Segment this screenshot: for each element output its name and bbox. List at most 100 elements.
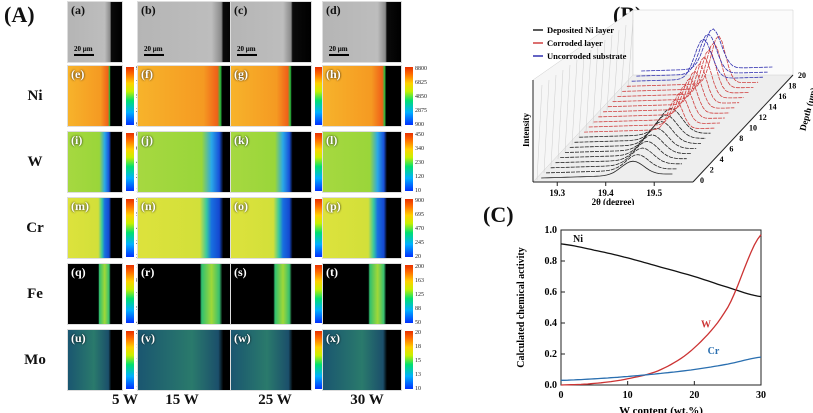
map-tile-f: (f) — [137, 65, 237, 127]
colorbar — [315, 199, 323, 257]
colorbar-tick: 18 — [415, 344, 421, 350]
scale-bar-label: 20 μm — [74, 45, 93, 53]
map-tile-c: (c) 20 μm — [230, 1, 312, 63]
scale-bar-line — [329, 54, 349, 56]
plot-frame — [560, 229, 762, 386]
xrd-curve — [622, 42, 754, 92]
map-tile-l: (l) — [322, 131, 402, 193]
grid-line — [571, 59, 578, 146]
colorbar-tick: 125 — [415, 292, 424, 298]
xrd-curve — [641, 28, 773, 72]
legend-label: Deposited Ni layer — [547, 25, 614, 35]
scale-bar-line — [237, 54, 257, 56]
colorbar-tick: 10 — [415, 386, 421, 392]
x-tick-label: 19.5 — [646, 188, 662, 198]
colorbar — [126, 331, 134, 389]
y-tick-label: 0.6 — [545, 287, 558, 298]
xrd-curve — [617, 49, 749, 97]
tile-label: (m) — [71, 199, 89, 213]
row-label-ni: Ni — [27, 88, 43, 104]
series-label-ni: Ni — [573, 234, 583, 245]
tile-label: (u) — [71, 331, 86, 345]
colorbar-tick: 8800 — [415, 66, 427, 72]
tile-label: (j) — [141, 133, 153, 147]
colorbar-tick: 50 — [415, 320, 421, 326]
map-tile-i: (i) — [67, 131, 123, 193]
xrd-curve — [588, 91, 721, 128]
xrd-curve — [541, 160, 673, 179]
colorbar-tick: 88 — [415, 306, 421, 312]
xrd-curve — [584, 98, 716, 133]
grid-line — [627, 19, 634, 90]
colorbar-tick: 20 — [415, 254, 421, 260]
map-tile-b: (b) 20 μm — [137, 1, 237, 63]
scale-bar: 20 μm — [144, 45, 164, 56]
depth-tick-label: 18 — [788, 82, 796, 91]
xrd-curve — [598, 77, 730, 118]
depth-tick-label: 16 — [778, 92, 786, 101]
scale-bar-line — [144, 54, 164, 56]
colorbar — [315, 331, 323, 389]
colorbar-tick: 10 — [415, 188, 421, 194]
depth-tick-label: 8 — [739, 134, 743, 143]
col-label-0: 5 W — [112, 392, 138, 408]
series-label-w: W — [701, 320, 711, 331]
colorbar-tick: 900 — [415, 198, 424, 204]
x-tick-label: 30 — [756, 390, 766, 401]
depth-tick-label: 0 — [700, 176, 704, 185]
xrd-curve — [579, 108, 711, 138]
tile-label: (h) — [326, 67, 341, 81]
xrd-curve — [574, 114, 706, 143]
y-tick-label: 1.0 — [545, 225, 558, 236]
map-tile-w: (w) — [230, 329, 312, 391]
colorbar — [405, 331, 413, 389]
row-label-fe: Fe — [27, 286, 43, 302]
xrd-curve — [631, 38, 763, 82]
colorbar-tick: 245 — [415, 240, 424, 246]
row-label-w: W — [27, 154, 43, 170]
scale-bar-label: 20 μm — [144, 45, 163, 53]
map-tile-d: (d) 20 μm — [322, 1, 402, 63]
row-label-cr: Cr — [26, 220, 44, 236]
map-tile-s: (s) — [230, 263, 312, 325]
tile-label: (s) — [234, 265, 247, 279]
col-label-1: 15 W — [165, 392, 199, 408]
colorbar-tick: 900 — [415, 122, 424, 128]
y-tick-label: 0.4 — [545, 318, 558, 329]
colorbar — [405, 265, 413, 323]
row-label-mo: Mo — [24, 352, 46, 368]
colorbar-tick: 450 — [415, 132, 424, 138]
depth-tick-label: 14 — [769, 103, 777, 112]
y-axis-label: Calculated chemical activity — [516, 247, 527, 368]
colorbar-tick: 2875 — [415, 108, 427, 114]
tile-label: (e) — [71, 67, 85, 81]
map-tile-a: (a) 20 μm — [67, 1, 123, 63]
legend-label: Corroded layer — [547, 38, 603, 48]
xrd-curve — [607, 63, 740, 108]
tile-label: (n) — [141, 199, 156, 213]
depth-tick-label: 20 — [798, 71, 806, 80]
tile-label: (x) — [326, 331, 340, 345]
y-tick-label: 0.0 — [545, 380, 558, 391]
tile-label: (o) — [234, 199, 248, 213]
colorbar-tick: 230 — [415, 160, 424, 166]
xrd-curve — [555, 140, 687, 164]
xrd-curve — [545, 154, 678, 174]
depth-axis-label: Depth (μm) — [798, 87, 813, 132]
colorbar — [126, 265, 134, 323]
colorbar-tick: 200 — [415, 264, 424, 270]
xrd-curve — [550, 147, 682, 169]
tile-label: (t) — [326, 265, 338, 279]
colorbar-tick: 20 — [415, 330, 421, 336]
depth-tick-label: 12 — [759, 113, 767, 122]
scale-bar: 20 μm — [237, 45, 257, 56]
scale-bar: 20 μm — [329, 45, 349, 56]
series-line-ni — [560, 243, 762, 298]
tile-label: (p) — [326, 199, 341, 213]
xrd-curve — [569, 121, 701, 148]
scale-bar: 20 μm — [74, 45, 94, 56]
back-wall — [632, 9, 794, 76]
colorbar — [405, 133, 413, 191]
tile-label: (l) — [326, 133, 338, 147]
scale-bar-label: 20 μm — [237, 45, 256, 53]
